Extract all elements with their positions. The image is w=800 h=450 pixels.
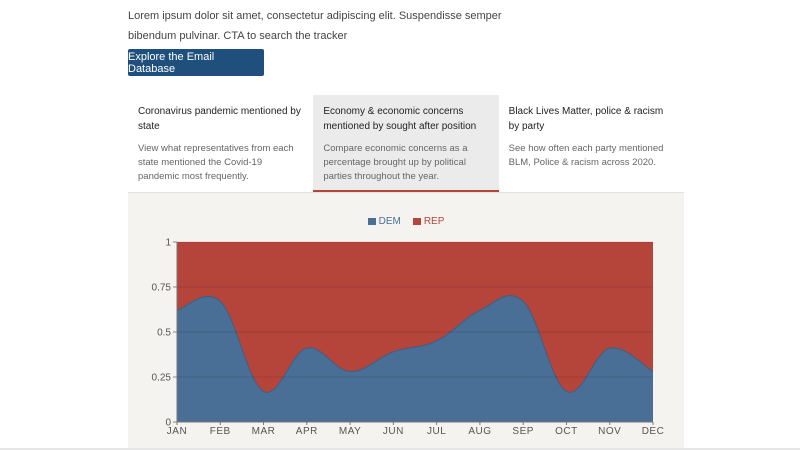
intro-text: Lorem ipsum dolor sit amet, consectetur … xyxy=(128,10,502,42)
area-dem-edge xyxy=(176,295,654,393)
legend-swatch-dem xyxy=(367,218,376,225)
x-tick-label: JAN xyxy=(167,426,187,437)
x-tick-label: AUG xyxy=(468,426,491,437)
x-tick-label: OCT xyxy=(555,426,578,437)
y-tick-label: 1 xyxy=(165,238,171,249)
x-tick-label: MAY xyxy=(339,426,361,437)
x-tick-label: JUL xyxy=(427,426,446,437)
x-tick-label: NOV xyxy=(598,426,621,437)
x-tick-label: MAR xyxy=(252,426,276,437)
tab-economy-by-position[interactable]: Economy & economic concerns mentioned by… xyxy=(313,95,499,192)
legend-item-dem[interactable]: DEM xyxy=(367,216,401,227)
legend-label-dem: DEM xyxy=(378,216,401,227)
legend-label-rep: REP xyxy=(423,216,445,227)
page-divider xyxy=(0,448,800,450)
legend-swatch-rep xyxy=(412,218,421,225)
y-tick-label: 0.75 xyxy=(152,283,172,294)
tab-title: Economy & economic concerns mentioned by… xyxy=(323,106,477,132)
x-tick-label: JUN xyxy=(383,426,404,437)
chart-panel: DEM REP 0 0.25 0.5 0.75 1 JAN FEB MAR APR MAY JUN J… xyxy=(128,192,684,450)
tab-blm-by-party[interactable]: Black Lives Matter, police & racism by p… xyxy=(499,95,684,192)
tab-description: Compare economic concerns as a percentag… xyxy=(323,143,468,182)
x-tick-label: DEC xyxy=(642,426,665,437)
explore-email-database-button[interactable]: Explore the Email Database xyxy=(128,49,264,76)
x-tick-label: APR xyxy=(296,426,318,437)
chart-legend: DEM REP xyxy=(128,216,684,227)
chart-tabs: Coronavirus pandemic mentioned by state … xyxy=(128,95,684,192)
tab-title: Coronavirus pandemic mentioned by state xyxy=(138,106,301,132)
y-tick-label: 0.5 xyxy=(157,328,171,339)
y-tick-label: 0 xyxy=(165,418,171,429)
tab-coronavirus-by-state[interactable]: Coronavirus pandemic mentioned by state … xyxy=(128,95,313,192)
x-tick-label: FEB xyxy=(210,426,231,437)
area-dem xyxy=(177,295,653,422)
tab-title: Black Lives Matter, police & racism by p… xyxy=(508,106,664,132)
legend-item-rep[interactable]: REP xyxy=(412,216,445,227)
stacked-area-chart: 0 0.25 0.5 0.75 1 JAN FEB MAR APR MAY JUN JUL AUG SEP… xyxy=(152,238,665,438)
tab-description: View what representatives from each stat… xyxy=(138,143,294,182)
y-tick-label: 0.25 xyxy=(152,373,172,384)
tab-description: See how often each party mentioned BLM, … xyxy=(508,143,664,168)
x-tick-label: SEP xyxy=(512,426,534,437)
